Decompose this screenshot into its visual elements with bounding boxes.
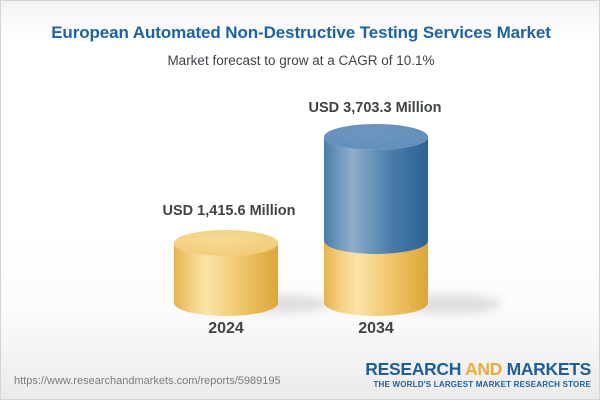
value-label-2024: USD 1,415.6 Million [162, 203, 296, 219]
logo-tagline: THE WORLD'S LARGEST MARKET RESEARCH STOR… [373, 379, 591, 389]
report-url[interactable]: https://www.researchandmarkets.com/repor… [14, 375, 281, 387]
bar-cylinder-2024 [174, 230, 278, 316]
brand-logo-wordmark: RESEARCH AND MARKETS [365, 359, 592, 379]
logo-word-and: AND [464, 359, 502, 379]
x-axis-label-2024: 2024 [208, 320, 244, 337]
bar-2034-growth-segment [324, 137, 428, 254]
brand-logo: RESEARCH AND MARKETS THE WORLD'S LARGEST… [365, 359, 592, 389]
page-subtitle: Market forecast to grow at a CAGR of 10.… [167, 53, 435, 68]
page-title: European Automated Non-Destructive Testi… [51, 23, 551, 42]
logo-word-markets: MARKETS [506, 359, 592, 379]
bar-cylinder-2034 [324, 124, 428, 316]
x-axis-label-2034: 2034 [358, 320, 394, 337]
value-label-2034: USD 3,703.3 Million [308, 100, 442, 116]
bar-2034-base-segment [324, 241, 428, 316]
logo-word-research: RESEARCH [365, 359, 462, 379]
